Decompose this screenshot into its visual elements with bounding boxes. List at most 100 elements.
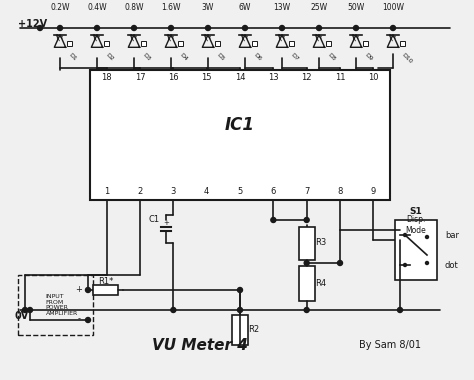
Text: 5: 5 bbox=[237, 187, 243, 196]
Bar bbox=[326, 41, 331, 46]
Text: 50W: 50W bbox=[347, 3, 365, 13]
Text: D4: D4 bbox=[179, 52, 189, 62]
Circle shape bbox=[237, 307, 243, 312]
Circle shape bbox=[243, 25, 247, 30]
Circle shape bbox=[304, 261, 309, 266]
Bar bbox=[18, 275, 93, 335]
Circle shape bbox=[237, 288, 243, 293]
Circle shape bbox=[398, 307, 402, 312]
Text: +12V: +12V bbox=[18, 19, 47, 29]
Text: bar: bar bbox=[445, 231, 459, 239]
Circle shape bbox=[391, 25, 395, 30]
Text: 13: 13 bbox=[268, 73, 279, 82]
Text: Disp.
Mode: Disp. Mode bbox=[406, 215, 427, 235]
Text: 3W: 3W bbox=[202, 3, 214, 13]
Circle shape bbox=[57, 25, 63, 30]
Text: 4: 4 bbox=[204, 187, 210, 196]
Circle shape bbox=[403, 233, 407, 236]
Text: 6W: 6W bbox=[239, 3, 251, 13]
Text: D5: D5 bbox=[216, 52, 226, 62]
Circle shape bbox=[94, 25, 100, 30]
Text: By Sam 8/01: By Sam 8/01 bbox=[359, 340, 421, 350]
Bar bbox=[299, 266, 315, 301]
Text: D7: D7 bbox=[290, 52, 300, 62]
Text: 0.4W: 0.4W bbox=[87, 3, 107, 13]
Text: D10: D10 bbox=[401, 52, 413, 65]
Circle shape bbox=[426, 261, 428, 264]
Bar bbox=[104, 41, 109, 46]
Bar bbox=[90, 70, 390, 200]
Bar bbox=[400, 41, 405, 46]
Text: 7: 7 bbox=[304, 187, 310, 196]
Text: +: + bbox=[75, 285, 82, 293]
Bar bbox=[289, 41, 294, 46]
Text: S1: S1 bbox=[410, 207, 422, 217]
Text: 18: 18 bbox=[101, 73, 112, 82]
Text: +: + bbox=[164, 220, 169, 226]
Text: 0.2W: 0.2W bbox=[50, 3, 70, 13]
Text: D1: D1 bbox=[68, 52, 78, 62]
Text: 1.6W: 1.6W bbox=[161, 3, 181, 13]
Text: 3: 3 bbox=[171, 187, 176, 196]
Bar bbox=[178, 41, 183, 46]
Text: dot: dot bbox=[445, 261, 459, 269]
Text: INPUT
FROM
POWER
AMPLIFIER: INPUT FROM POWER AMPLIFIER bbox=[46, 294, 78, 316]
Text: R4: R4 bbox=[315, 279, 326, 288]
Text: 8: 8 bbox=[337, 187, 343, 196]
Text: D9: D9 bbox=[364, 52, 374, 62]
Text: D3: D3 bbox=[142, 52, 152, 62]
Circle shape bbox=[426, 236, 428, 239]
Circle shape bbox=[27, 307, 33, 312]
Circle shape bbox=[171, 307, 176, 312]
Bar bbox=[363, 41, 368, 46]
Text: VU Meter 4: VU Meter 4 bbox=[152, 337, 248, 353]
Circle shape bbox=[85, 318, 91, 323]
Text: 16: 16 bbox=[168, 73, 179, 82]
Bar bbox=[252, 41, 257, 46]
Text: 17: 17 bbox=[135, 73, 146, 82]
Text: D2: D2 bbox=[105, 52, 115, 62]
Text: R2: R2 bbox=[248, 326, 260, 334]
Circle shape bbox=[317, 25, 321, 30]
Bar bbox=[141, 41, 146, 46]
Text: 6: 6 bbox=[271, 187, 276, 196]
Circle shape bbox=[131, 25, 137, 30]
Text: 9: 9 bbox=[371, 187, 376, 196]
Circle shape bbox=[403, 263, 407, 266]
Bar bbox=[395, 220, 437, 280]
Circle shape bbox=[85, 288, 91, 293]
Circle shape bbox=[337, 261, 343, 266]
Text: D6: D6 bbox=[253, 52, 263, 62]
Text: 0.8W: 0.8W bbox=[124, 3, 144, 13]
Circle shape bbox=[271, 217, 276, 223]
Circle shape bbox=[22, 307, 27, 312]
Bar bbox=[215, 41, 220, 46]
Text: C1: C1 bbox=[149, 215, 160, 225]
Text: 12: 12 bbox=[301, 73, 312, 82]
Circle shape bbox=[304, 217, 309, 223]
Text: 100W: 100W bbox=[382, 3, 404, 13]
Circle shape bbox=[280, 25, 284, 30]
Circle shape bbox=[37, 25, 43, 30]
Circle shape bbox=[168, 25, 173, 30]
Text: 13W: 13W bbox=[273, 3, 291, 13]
Circle shape bbox=[304, 307, 309, 312]
Circle shape bbox=[206, 25, 210, 30]
Text: -: - bbox=[78, 315, 81, 323]
Circle shape bbox=[354, 25, 358, 30]
Text: 10: 10 bbox=[368, 73, 379, 82]
Text: D8: D8 bbox=[327, 52, 337, 62]
Text: R3: R3 bbox=[315, 238, 326, 247]
Text: R1*: R1* bbox=[98, 277, 113, 287]
Bar bbox=[232, 315, 248, 345]
Text: 0V: 0V bbox=[15, 311, 29, 321]
Bar bbox=[67, 41, 72, 46]
Text: IC1: IC1 bbox=[225, 116, 255, 134]
Text: 15: 15 bbox=[201, 73, 212, 82]
Text: 2: 2 bbox=[137, 187, 143, 196]
Text: 25W: 25W bbox=[310, 3, 328, 13]
Bar bbox=[299, 227, 315, 260]
Text: 14: 14 bbox=[235, 73, 245, 82]
Text: 11: 11 bbox=[335, 73, 345, 82]
Bar bbox=[93, 285, 118, 295]
